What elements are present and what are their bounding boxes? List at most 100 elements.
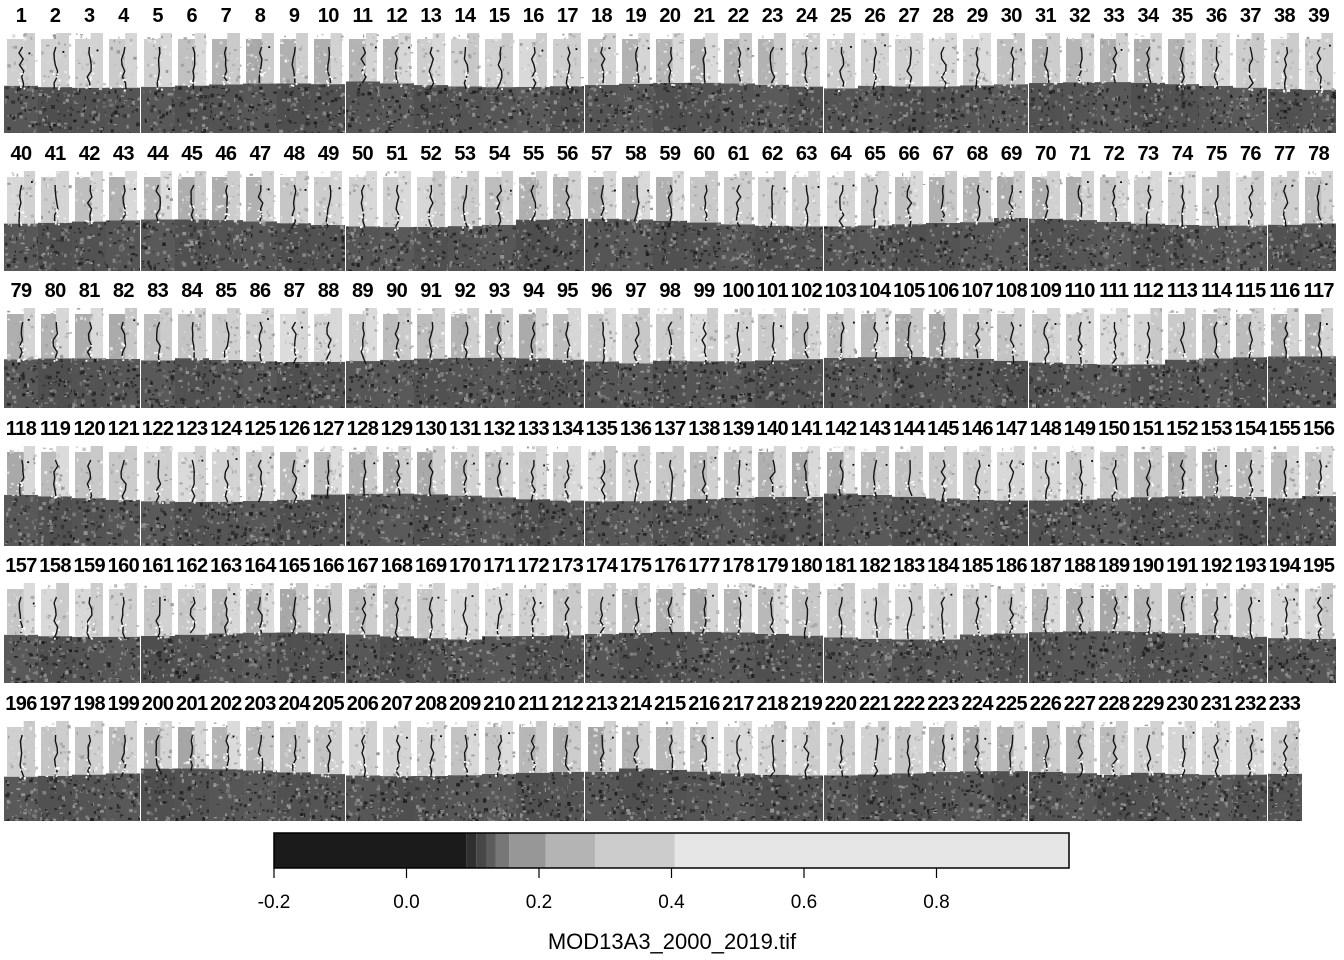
raster-layer-map bbox=[1301, 33, 1336, 133]
panel-title: 34 bbox=[1127, 3, 1169, 29]
raster-layer-map bbox=[891, 720, 926, 821]
raster-layer-map bbox=[72, 445, 107, 546]
panel-title: 100 bbox=[717, 278, 759, 304]
panel-title: 120 bbox=[68, 416, 110, 442]
raster-layer-map bbox=[1062, 33, 1097, 133]
panel-title: 12 bbox=[376, 3, 418, 29]
panel-title: 121 bbox=[102, 416, 144, 442]
panel-title: 123 bbox=[171, 416, 213, 442]
raster-layer-map bbox=[960, 33, 995, 133]
panel-title: 20 bbox=[649, 3, 691, 29]
panel-title: 161 bbox=[137, 553, 179, 579]
panel-title: 143 bbox=[854, 416, 896, 442]
raster-layer-map bbox=[345, 445, 380, 546]
raster-layer-map bbox=[516, 445, 551, 546]
raster-layer-map bbox=[516, 583, 551, 683]
raster-layer-map bbox=[1233, 308, 1268, 408]
panel-title: 27 bbox=[888, 3, 930, 29]
panel-title: 190 bbox=[1127, 553, 1169, 579]
raster-layer-map bbox=[447, 720, 482, 821]
panel-title: 87 bbox=[273, 278, 315, 304]
panel-title: 71 bbox=[1059, 141, 1101, 167]
raster-layer-map bbox=[891, 583, 926, 683]
raster-layer-map bbox=[174, 720, 209, 821]
raster-layer-map bbox=[1199, 583, 1234, 683]
raster-layer-map bbox=[652, 33, 687, 133]
panel-title: 10 bbox=[307, 3, 349, 29]
raster-layer-map bbox=[789, 308, 824, 408]
raster-layer-map bbox=[482, 583, 517, 683]
panel-title: 167 bbox=[342, 553, 384, 579]
panel-title: 54 bbox=[478, 141, 520, 167]
panel-title: 188 bbox=[1059, 553, 1101, 579]
panel-title: 208 bbox=[410, 691, 452, 717]
panel-title: 177 bbox=[683, 553, 725, 579]
panel-title: 37 bbox=[1229, 3, 1271, 29]
panel-title: 181 bbox=[820, 553, 862, 579]
panel-title: 171 bbox=[478, 553, 520, 579]
raster-layer-map bbox=[379, 720, 414, 821]
panel-title: 204 bbox=[273, 691, 315, 717]
panel-title: 62 bbox=[751, 141, 793, 167]
panel-title: 14 bbox=[444, 3, 486, 29]
raster-layer-map bbox=[106, 583, 141, 683]
panel-title: 13 bbox=[410, 3, 452, 29]
colorbar-svg: -0.2 0.0 0.2 0.4 0.6 0.8 bbox=[258, 832, 1070, 913]
panel-title: 225 bbox=[990, 691, 1032, 717]
raster-layer-map bbox=[1301, 583, 1336, 683]
raster-layer-map bbox=[379, 308, 414, 408]
raster-layer-map bbox=[1267, 308, 1302, 408]
panel-title: 98 bbox=[649, 278, 691, 304]
raster-layer-map bbox=[789, 33, 824, 133]
raster-layer-map bbox=[311, 170, 346, 271]
raster-layer-map bbox=[994, 33, 1029, 133]
raster-layer-map bbox=[447, 583, 482, 683]
raster-layer-map bbox=[1199, 170, 1234, 271]
panel-title: 193 bbox=[1229, 553, 1271, 579]
raster-layer-map bbox=[550, 170, 585, 271]
panel-title: 85 bbox=[205, 278, 247, 304]
colorbar-tick-label: 0.2 bbox=[526, 892, 552, 913]
panel-title: 144 bbox=[888, 416, 930, 442]
panel-grid: 1 2 3 4 5 6 7 8 9 10 11 12 13 14 15 16 17 18 19 20 21 22 23 24 2… bbox=[4, 3, 1336, 821]
colorbar-segment bbox=[495, 833, 510, 868]
panel-title: 103 bbox=[820, 278, 862, 304]
panel-title: 63 bbox=[785, 141, 827, 167]
raster-layer-map bbox=[4, 720, 38, 821]
raster-layer-map bbox=[1233, 33, 1268, 133]
panel-title: 30 bbox=[990, 3, 1032, 29]
colorbar-tick-label: -0.2 bbox=[258, 892, 291, 913]
raster-layer-map bbox=[994, 308, 1029, 408]
panel-title: 226 bbox=[1025, 691, 1067, 717]
panel-title: 223 bbox=[922, 691, 964, 717]
raster-layer-map bbox=[960, 583, 995, 683]
raster-layer-map bbox=[618, 720, 653, 821]
panel-title: 19 bbox=[615, 3, 657, 29]
raster-layer-map bbox=[1165, 308, 1200, 408]
panel-title: 9 bbox=[273, 3, 315, 29]
raster-layer-map bbox=[823, 720, 858, 821]
raster-layer-map bbox=[277, 720, 312, 821]
raster-layer-map bbox=[1199, 308, 1234, 408]
panel-title: 170 bbox=[444, 553, 486, 579]
panel-title: 163 bbox=[205, 553, 247, 579]
legend-title: MOD13A3_2000_2019.tif bbox=[0, 928, 1344, 956]
panel-title: 16 bbox=[512, 3, 554, 29]
panel-title: 141 bbox=[785, 416, 827, 442]
panel-title: 184 bbox=[922, 553, 964, 579]
panel-title: 151 bbox=[1127, 416, 1169, 442]
panel-title: 198 bbox=[68, 691, 110, 717]
panel-title: 212 bbox=[546, 691, 588, 717]
raster-layer-map bbox=[1301, 445, 1336, 546]
panel-title: 210 bbox=[478, 691, 520, 717]
raster-layer-map bbox=[38, 170, 73, 271]
raster-layer-map bbox=[926, 170, 960, 271]
panel-title: 229 bbox=[1127, 691, 1169, 717]
panel-title: 110 bbox=[1059, 278, 1101, 304]
raster-layer-map bbox=[311, 720, 346, 821]
panel-title: 52 bbox=[410, 141, 452, 167]
raster-layer-map bbox=[1028, 33, 1063, 133]
raster-layer-map bbox=[482, 445, 517, 546]
raster-layer-map bbox=[755, 308, 790, 408]
raster-layer-map bbox=[926, 720, 960, 821]
